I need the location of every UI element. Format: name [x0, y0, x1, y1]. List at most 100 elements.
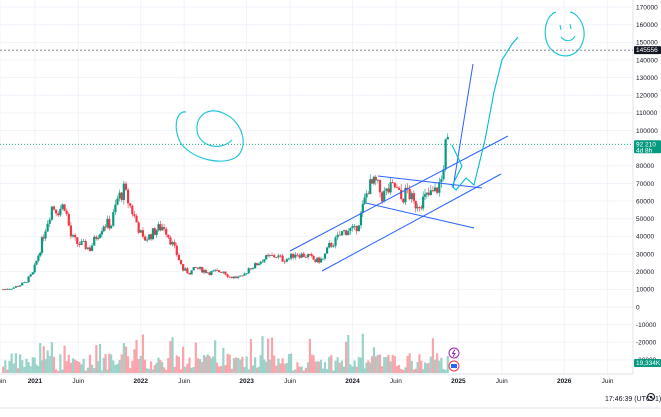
volume-bar	[208, 356, 211, 373]
volume-bar	[6, 369, 9, 373]
volume-bar	[78, 361, 81, 373]
flag-icon	[451, 364, 457, 368]
candle-body	[169, 237, 172, 245]
price-axis[interactable]: -30000-20000-100000100002000030000400005…	[636, 4, 658, 364]
volume-bar	[110, 354, 113, 373]
candle-body	[294, 254, 297, 258]
candle-body	[218, 270, 221, 272]
candle-body	[78, 243, 81, 245]
volume-bar	[281, 358, 284, 373]
volume-bar	[86, 367, 89, 373]
candle-body	[395, 187, 399, 189]
candle-body	[347, 231, 350, 236]
volume-bar	[300, 366, 303, 373]
candle-body	[44, 231, 47, 239]
trend-line-lower	[321, 173, 502, 272]
volume-bar	[351, 366, 354, 373]
volume-bar	[69, 362, 73, 373]
volume-bar	[353, 360, 356, 373]
volume-bar	[395, 366, 399, 373]
candle-body	[261, 261, 264, 263]
candle-body	[359, 212, 363, 226]
volume-bar	[314, 361, 317, 373]
volume-bar	[14, 353, 17, 373]
volume-bar	[279, 363, 282, 373]
candle-body	[98, 234, 102, 238]
candle-body	[48, 219, 51, 224]
candle-body	[173, 242, 176, 246]
volume-bar	[50, 342, 53, 373]
candle-body	[95, 236, 98, 239]
volume-bar	[98, 343, 102, 373]
candle-body	[151, 228, 155, 240]
volume-bar	[210, 358, 213, 373]
volume-bar	[157, 357, 160, 373]
candle-body	[402, 199, 405, 203]
candle-body	[157, 224, 160, 231]
candle-body	[10, 288, 13, 290]
volume-bar	[277, 358, 280, 373]
volume-bar	[204, 356, 207, 373]
price-tick-label: 160000	[636, 22, 658, 29]
candle-body	[31, 272, 34, 275]
time-axis[interactable]: Juin 2021 Juin 2022 Juin 2023 Juin 2024 Juin 2025…	[0, 378, 614, 385]
volume-bar	[234, 357, 238, 373]
volume-bar	[265, 361, 268, 373]
time-tick-label: Juin	[496, 378, 508, 385]
candle-body	[389, 182, 392, 193]
volume-bar	[318, 361, 321, 373]
candle-body	[226, 274, 229, 277]
candle-body	[304, 256, 308, 258]
candle-body	[440, 179, 443, 183]
volume-bar	[249, 338, 252, 373]
time-tick-label: 2023	[239, 378, 254, 385]
volume-bar	[126, 356, 130, 373]
volume-bar	[52, 356, 56, 373]
volume-bar	[378, 354, 382, 373]
volume-bar	[150, 361, 153, 373]
volume-bar	[367, 360, 370, 373]
sad-face-doodle	[175, 110, 244, 162]
volume-bar	[218, 366, 221, 373]
price-tick-label: -10000	[636, 322, 657, 329]
volume-bar	[296, 362, 299, 373]
candle-body	[302, 253, 305, 257]
volume-bar	[222, 347, 225, 373]
volume-bar	[287, 354, 291, 373]
candlesticks	[2, 133, 449, 291]
volume-bar	[161, 362, 164, 373]
time-tick-label: 2025	[451, 378, 466, 385]
candle-body	[292, 253, 295, 258]
volume-bar	[44, 359, 47, 373]
volume-bar	[263, 359, 266, 373]
candle-body	[265, 255, 268, 260]
candle-body	[254, 263, 257, 269]
volume-bar	[8, 360, 11, 373]
volume-bar	[304, 367, 308, 373]
volume-bar	[310, 354, 313, 373]
candle-body	[361, 203, 364, 213]
candle-body	[310, 254, 313, 256]
volume-bar	[425, 363, 428, 373]
event-icons[interactable]	[448, 347, 460, 372]
candle-body	[383, 190, 386, 202]
candle-body	[370, 179, 374, 184]
candle-body	[259, 261, 262, 264]
price-tick-label: 150000	[636, 40, 658, 47]
candle-body	[97, 237, 100, 239]
candle-body	[27, 276, 30, 283]
volume-bar	[372, 347, 376, 373]
candle-body	[37, 255, 40, 261]
volume-bar	[167, 357, 170, 373]
candle-body	[177, 254, 180, 261]
drawing-annotations	[175, 11, 585, 272]
candle-body	[116, 198, 119, 205]
candle-body	[365, 193, 368, 198]
candle-body	[241, 275, 244, 277]
candle-body	[76, 237, 79, 244]
candle-body	[400, 189, 403, 200]
volume-bar	[171, 337, 174, 373]
settings-gear-icon[interactable]	[647, 393, 655, 401]
